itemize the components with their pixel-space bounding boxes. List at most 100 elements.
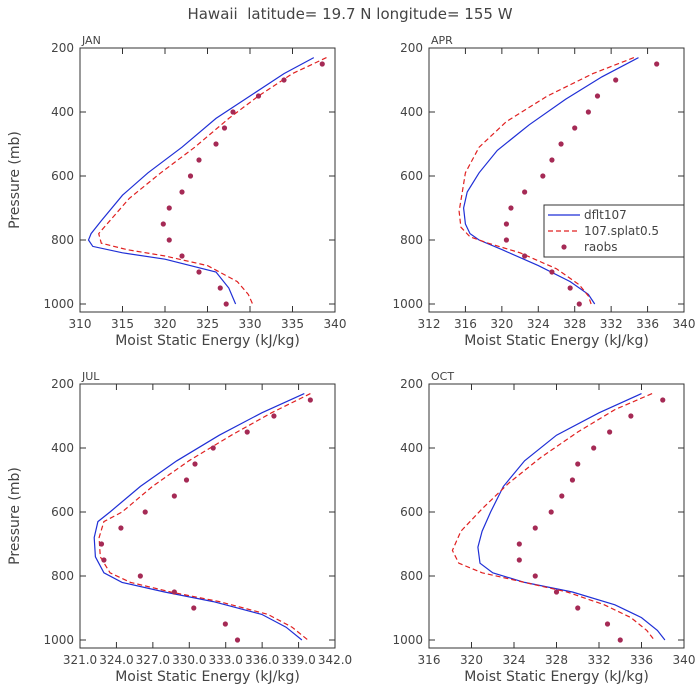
- panel-jul: 321.0 324.0 327.0 330.0 333.0 336.0 339.0 342.0…: [7, 370, 352, 685]
- x-tick-label: 340: [673, 653, 696, 667]
- data-point: [503, 237, 510, 243]
- y-tick-label: 600: [51, 169, 74, 183]
- data-point: [166, 237, 172, 243]
- series-107-splat0-5-line: [98, 57, 327, 305]
- y-tick-label: 200: [400, 377, 423, 391]
- x-tick-label: 336: [636, 317, 659, 331]
- x-tick-label: 328: [545, 653, 568, 667]
- plot-frame: [79, 383, 336, 649]
- x-tick-label: 330: [239, 317, 262, 331]
- y-tick-label: 1000: [43, 297, 74, 311]
- data-point: [234, 637, 241, 643]
- panel-title: OCT: [431, 370, 454, 383]
- data-point: [572, 125, 578, 131]
- data-point: [613, 77, 619, 83]
- y-tick-label: 400: [400, 441, 423, 455]
- data-point: [319, 61, 325, 67]
- series-dflt107-line: [87, 57, 315, 305]
- data-point: [628, 413, 634, 419]
- data-point: [660, 397, 666, 403]
- data-point: [549, 269, 555, 275]
- y-tick-label: 600: [51, 505, 74, 519]
- data-point: [192, 461, 198, 467]
- x-tick-label: 316: [454, 317, 477, 331]
- x-axis-label: Moist Static Energy (kJ/kg): [464, 669, 649, 685]
- x-tick-label: 340: [324, 317, 347, 331]
- data-point: [101, 557, 107, 563]
- data-point: [137, 573, 143, 579]
- series-raobs: [160, 61, 325, 307]
- data-point: [118, 525, 124, 531]
- data-point: [553, 589, 560, 595]
- x-axis-label: Moist Static Energy (kJ/kg): [464, 333, 649, 349]
- y-tick-label: 1000: [43, 633, 74, 647]
- data-point: [522, 253, 528, 259]
- series-107-splat0-5-line: [451, 393, 655, 641]
- data-point: [160, 221, 166, 227]
- series-dflt107-line: [462, 57, 639, 305]
- y-tick-label: 800: [400, 233, 423, 247]
- data-point: [503, 221, 510, 227]
- y-axis-label: Pressure (mb): [7, 131, 23, 229]
- data-point: [196, 157, 202, 163]
- x-tick-label: 332: [600, 317, 623, 331]
- x-tick-label: 332: [588, 653, 611, 667]
- data-point: [191, 605, 197, 611]
- y-tick-label: 1000: [392, 633, 423, 647]
- series-raobs: [516, 397, 666, 643]
- y-tick-label: 800: [51, 233, 74, 247]
- data-point: [142, 509, 148, 515]
- data-point: [213, 141, 219, 147]
- series-raobs: [98, 397, 313, 643]
- data-point: [516, 541, 522, 547]
- data-point: [210, 445, 216, 451]
- data-point: [98, 541, 105, 547]
- plot-frame: [428, 383, 685, 649]
- data-point: [271, 413, 277, 419]
- y-tick-label: 400: [400, 105, 423, 119]
- y-tick-label: 1000: [392, 297, 423, 311]
- series-107-splat0-5-line: [98, 393, 311, 641]
- x-tick-label: 327.0: [136, 653, 170, 667]
- data-point: [604, 621, 611, 627]
- data-point: [171, 493, 177, 499]
- data-point: [171, 589, 177, 595]
- x-tick-label: 320: [490, 317, 513, 331]
- data-point: [244, 429, 250, 435]
- legend: dflt107 107.splat0.5 raobs: [543, 204, 685, 258]
- data-point: [221, 125, 228, 131]
- y-tick-label: 400: [51, 105, 74, 119]
- data-point: [654, 61, 660, 67]
- data-point: [617, 637, 623, 643]
- data-point: [585, 109, 591, 115]
- x-tick-label: 325: [196, 317, 219, 331]
- data-point: [217, 285, 223, 291]
- x-tick-label: 324: [503, 653, 526, 667]
- data-point: [532, 525, 538, 531]
- plot-frame: [79, 47, 336, 313]
- y-tick-label: 600: [400, 169, 423, 183]
- x-tick-label: 321.0: [63, 653, 97, 667]
- x-tick-label: 339.0: [281, 653, 315, 667]
- x-tick-label: 316: [418, 653, 441, 667]
- data-point: [196, 269, 202, 275]
- data-point: [607, 429, 613, 435]
- x-tick-label: 335: [281, 317, 304, 331]
- data-point: [166, 205, 172, 211]
- series-107-splat0-5-line: [458, 57, 635, 305]
- data-point: [183, 477, 190, 483]
- data-point: [559, 493, 565, 499]
- figure-title: Hawaii latitude= 19.7 N longitude= 155 W: [187, 5, 512, 23]
- series-dflt107-line: [93, 393, 305, 641]
- x-tick-label: 342.0: [318, 653, 352, 667]
- data-point: [594, 93, 601, 99]
- data-point: [255, 93, 262, 99]
- x-axis-label: Moist Static Energy (kJ/kg): [115, 669, 300, 685]
- x-tick-label: 320: [460, 653, 483, 667]
- legend-label: dflt107: [584, 208, 627, 222]
- data-point: [567, 285, 573, 291]
- series-dflt107-line: [477, 393, 666, 641]
- data-point: [575, 605, 581, 611]
- x-tick-label: 324.0: [99, 653, 133, 667]
